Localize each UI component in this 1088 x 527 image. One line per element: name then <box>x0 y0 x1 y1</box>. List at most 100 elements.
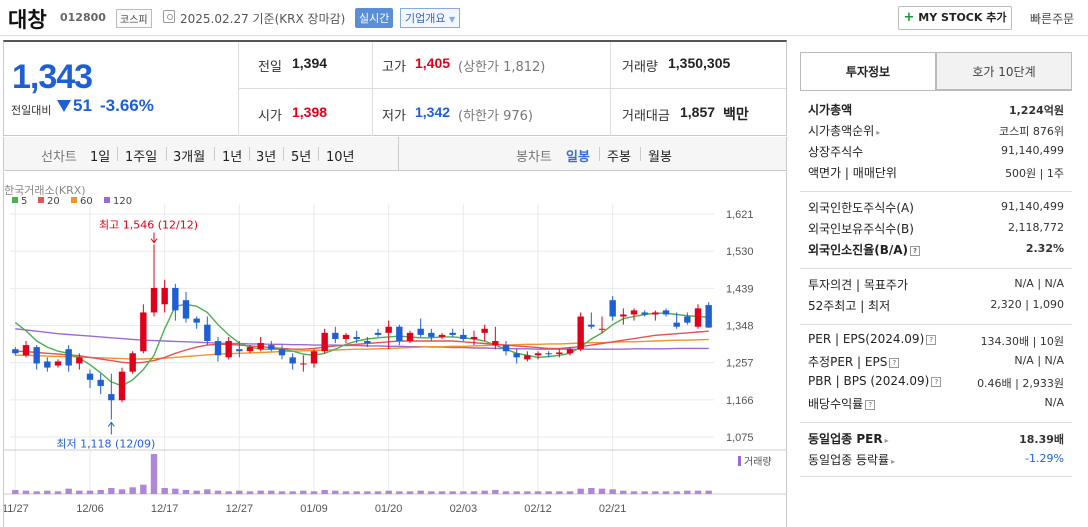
period-1w[interactable]: 1주일 <box>125 150 158 165</box>
volume-bar <box>108 488 115 494</box>
volume-bar <box>652 491 659 494</box>
volume-bar <box>289 491 296 494</box>
high-value: 1,405 <box>415 55 451 71</box>
x-tick-label: 12/27 <box>226 503 254 515</box>
line-chart-label: 선차트 <box>41 150 77 165</box>
volume-bar <box>620 490 627 494</box>
candle-body <box>22 345 30 356</box>
candle-body <box>513 353 520 358</box>
x-tick-label: 02/12 <box>524 503 552 515</box>
candle-monthly[interactable]: 월봉 <box>648 150 672 165</box>
candle-body <box>577 316 584 350</box>
volume-bar <box>417 490 424 494</box>
candle-body <box>609 300 616 317</box>
info-row-value: 2,320 | 1,090 <box>990 298 1064 311</box>
candle-body <box>257 343 264 350</box>
help-icon[interactable]: ? <box>910 245 921 256</box>
my-stock-add-button[interactable]: + MY STOCK 추가 <box>898 6 1012 30</box>
info-row-label[interactable]: 동일업종 PER ▸ <box>808 432 889 446</box>
corp-info-dropdown[interactable]: 기업개요 ▼ <box>400 8 461 28</box>
x-tick-label: 01/09 <box>300 503 328 515</box>
help-icon[interactable]: ? <box>931 376 942 387</box>
my-stock-label: MY STOCK 추가 <box>918 11 1007 24</box>
candle-daily[interactable]: 일봉 <box>566 150 590 165</box>
volume-bar <box>460 491 467 494</box>
volume-bar <box>481 490 488 494</box>
volume-bar <box>54 491 62 494</box>
candle-body <box>385 326 392 333</box>
candle-body <box>652 312 659 315</box>
y-tick-label: 1,166 <box>726 395 754 407</box>
x-tick-label: 12/17 <box>151 503 179 515</box>
y-tick-label: 1,075 <box>726 432 754 444</box>
candle-body <box>118 371 126 401</box>
open-label: 시가 <box>258 109 282 124</box>
low-value: 1,342 <box>415 104 451 120</box>
stock-header: 대창 012800 코스피 2025.02.27 기준(KRX 장마감) 실시간… <box>0 0 1088 36</box>
candle-body <box>204 324 211 342</box>
period-3m[interactable]: 3개월 <box>173 150 206 165</box>
candle-body <box>673 322 680 327</box>
period-3y[interactable]: 3년 <box>256 150 277 165</box>
info-row-value: 2.32% <box>1025 242 1064 255</box>
section-divider <box>800 476 1072 477</box>
help-icon[interactable]: ? <box>926 334 937 345</box>
volume-value: 1,350,305 <box>668 55 731 71</box>
info-row-label: 시가총액 <box>808 103 853 117</box>
candle-body <box>246 347 254 352</box>
low-arrowhead-icon <box>107 421 115 427</box>
volume-bar <box>225 491 232 494</box>
ma-legend-swatch <box>12 197 18 203</box>
info-row-value: -1.29% <box>1025 452 1064 465</box>
info-row-value: 500원 | 1주 <box>1005 167 1064 180</box>
candle-body <box>438 334 446 337</box>
info-row-label[interactable]: 시가총액순위 ▸ <box>808 124 881 138</box>
volume-bar <box>630 491 638 494</box>
ma-legend-label: 120 <box>113 196 132 207</box>
volume-bar <box>598 488 606 494</box>
candle-body <box>310 351 318 364</box>
ma-legend-label: 60 <box>80 196 93 207</box>
candle-weekly[interactable]: 주봉 <box>607 150 631 165</box>
period-10y[interactable]: 10년 <box>326 150 355 165</box>
help-icon[interactable]: ? <box>865 399 876 410</box>
candle-body <box>97 379 104 386</box>
info-row-label[interactable]: 동일업종 등락률 ▸ <box>808 453 896 467</box>
info-row-label: 52주최고 | 최저 <box>808 299 891 313</box>
ma-legend-swatch <box>38 197 44 203</box>
candle-chart-label: 봉차트 <box>516 150 552 165</box>
candle-body <box>428 332 435 337</box>
period-1y[interactable]: 1년 <box>222 150 243 165</box>
tab-invest-info[interactable]: 투자정보 <box>800 52 936 90</box>
volume-bar <box>673 491 680 494</box>
volume-bar <box>545 491 552 494</box>
period-5y[interactable]: 5년 <box>291 150 312 165</box>
x-tick-label: 02/21 <box>599 503 627 515</box>
volume-bar <box>524 491 531 494</box>
volume-label: 거래량 <box>622 60 658 75</box>
volume-bar <box>310 491 318 494</box>
candle-body <box>684 316 691 323</box>
realtime-button[interactable]: 실시간 <box>355 8 394 28</box>
date-text: 2025.02.27 기준(KRX 장마감) <box>180 12 346 26</box>
info-row-value: 1,224억원 <box>1008 104 1064 117</box>
volume-bar <box>588 488 595 494</box>
quick-order-link[interactable]: 빠른주문 <box>1030 12 1075 26</box>
candle-body <box>44 361 51 368</box>
chevron-right-icon: ▸ <box>891 457 896 466</box>
tab-hoga-10[interactable]: 호가 10단계 <box>936 52 1072 90</box>
candle-body <box>129 353 136 372</box>
candle-body <box>65 349 72 366</box>
help-icon[interactable]: ? <box>889 357 900 368</box>
volume-bar <box>12 490 19 494</box>
candle-body <box>449 332 456 335</box>
period-1d[interactable]: 1일 <box>90 150 111 165</box>
info-row-label: 추정PER | EPS? <box>808 353 900 370</box>
high-label: 고가 <box>382 60 406 75</box>
info-row-label: 배당수익률? <box>808 395 876 412</box>
volume-bar <box>172 488 179 494</box>
candle-body <box>406 332 414 342</box>
info-row-value: 91,140,499 <box>1001 144 1064 157</box>
volume-legend-swatch <box>738 456 741 466</box>
amount-label: 거래대금 <box>622 109 670 124</box>
